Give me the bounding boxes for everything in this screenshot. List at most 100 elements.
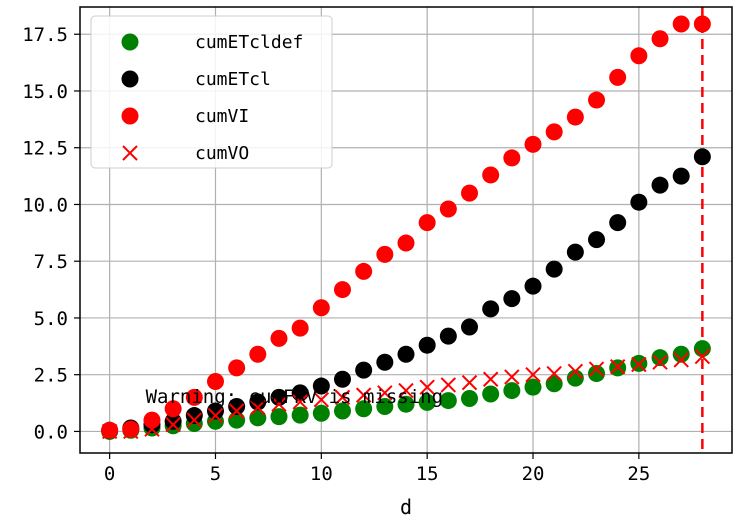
point-cumETcl <box>588 231 606 249</box>
point-cumVI <box>588 91 606 109</box>
point-cumETcl <box>228 397 246 415</box>
point-cumVI <box>249 345 267 363</box>
point-cumETcldef <box>376 397 394 415</box>
point-cumETcldef <box>588 365 606 383</box>
legend-label-cumVI: cumVI <box>195 106 249 127</box>
point-cumVI <box>291 319 309 337</box>
point-cumVO <box>207 407 224 424</box>
point-cumETcl <box>503 290 521 308</box>
point-cumVO <box>271 396 287 412</box>
point-cumVO <box>694 348 711 365</box>
point-cumVO <box>398 382 414 399</box>
point-cumETcl <box>270 388 288 406</box>
plot-frame <box>79 6 733 454</box>
point-cumETcl <box>672 167 690 185</box>
point-cumETcldef <box>439 392 457 410</box>
warning-annotation: Warning: cumFRV is missing <box>146 386 443 408</box>
x-tick-label: 20 <box>522 463 545 485</box>
legend-marker-cumVO <box>122 145 138 161</box>
point-stroke <box>271 396 287 412</box>
point-cumVI <box>376 245 394 263</box>
point-cumVO <box>377 385 393 401</box>
point-cumVI <box>228 359 246 377</box>
legend-marker-cumVI <box>121 107 139 125</box>
y-tick-label: 5.0 <box>34 308 68 330</box>
point-stroke <box>652 354 668 370</box>
point-cumVI <box>185 388 203 406</box>
point-cumVI <box>312 299 330 317</box>
point-cumETcl <box>545 260 563 278</box>
point-cumVO <box>123 423 139 440</box>
point-cumETcl <box>693 148 711 166</box>
x-tick-label: 10 <box>310 463 333 485</box>
point-cumVO <box>504 369 520 385</box>
x-axis-label: d <box>400 495 412 519</box>
point-cumETcl <box>164 412 182 430</box>
point-cumETcldef <box>503 382 521 400</box>
legend-label-cumETcldef: cumETcldef <box>195 32 303 53</box>
point-cumVI <box>164 400 182 418</box>
point-cumETcl <box>524 277 542 295</box>
series-cumVO <box>101 348 711 440</box>
point-stroke <box>313 391 330 408</box>
point-stroke <box>101 423 118 440</box>
point-cumVO <box>609 359 626 375</box>
point-stroke <box>355 387 372 403</box>
point-cumETcldef <box>651 349 669 367</box>
point-cumVI <box>693 15 711 33</box>
point-cumETcldef <box>333 402 351 420</box>
point-cumETcl <box>651 176 669 194</box>
point-stroke <box>440 377 457 393</box>
y-tick-label: 15.0 <box>22 81 68 103</box>
point-cumVO <box>355 387 372 403</box>
point-cumVI <box>651 30 669 48</box>
point-cumVI <box>439 200 457 218</box>
point-stroke <box>334 389 351 406</box>
point-cumETcl <box>461 318 479 336</box>
point-cumETcl <box>333 370 351 388</box>
point-cumVO <box>101 423 118 440</box>
point-cumVO <box>525 366 541 383</box>
point-cumVI <box>566 108 584 126</box>
point-stroke <box>123 423 139 440</box>
point-cumETcldef <box>524 378 542 396</box>
axis-ticks: 0 5 10 15 20 25 0.0 2.5 5.0 7.5 10.0 12.5 15.0 17.5 <box>22 24 650 485</box>
legend: cumETcldef cumETcl cumVI cumVO <box>90 15 333 169</box>
point-cumETcldef <box>693 340 711 358</box>
point-stroke <box>588 361 605 377</box>
point-cumVO <box>313 391 330 408</box>
point-cumVO <box>652 354 668 370</box>
y-tick-label: 0.0 <box>34 421 68 443</box>
point-cumVI <box>418 214 436 232</box>
point-cumETcldef <box>672 345 690 363</box>
point-cumVI <box>672 15 690 33</box>
point-stroke <box>250 399 266 416</box>
point-stroke <box>482 371 499 387</box>
point-cumETcl <box>376 353 394 371</box>
point-cumVO <box>588 361 605 377</box>
point-cumETcl <box>439 327 457 345</box>
legend-label-cumETcl: cumETcl <box>195 69 271 90</box>
point-cumETcldef <box>482 385 500 403</box>
series-cumVI <box>101 15 711 439</box>
point-cumVI <box>206 373 224 391</box>
point-cumVI <box>609 68 627 86</box>
data-points <box>101 15 711 440</box>
y-tick-label: 12.5 <box>22 138 68 160</box>
x-tick-label: 5 <box>210 463 221 485</box>
point-cumVO <box>567 363 584 379</box>
point-stroke <box>525 366 541 383</box>
point-cumVI <box>122 420 140 438</box>
series-cumETcl <box>101 148 711 439</box>
point-stroke <box>144 421 160 437</box>
point-cumVI <box>397 234 415 252</box>
point-cumVO <box>546 365 562 382</box>
point-cumETcldef <box>418 393 436 411</box>
x-tick-label: 25 <box>627 463 650 485</box>
point-cumETcl <box>482 300 500 318</box>
point-cumVI <box>545 123 563 141</box>
point-cumETcldef <box>566 369 584 387</box>
point-cumVO <box>334 389 351 406</box>
point-cumVO <box>419 379 435 395</box>
